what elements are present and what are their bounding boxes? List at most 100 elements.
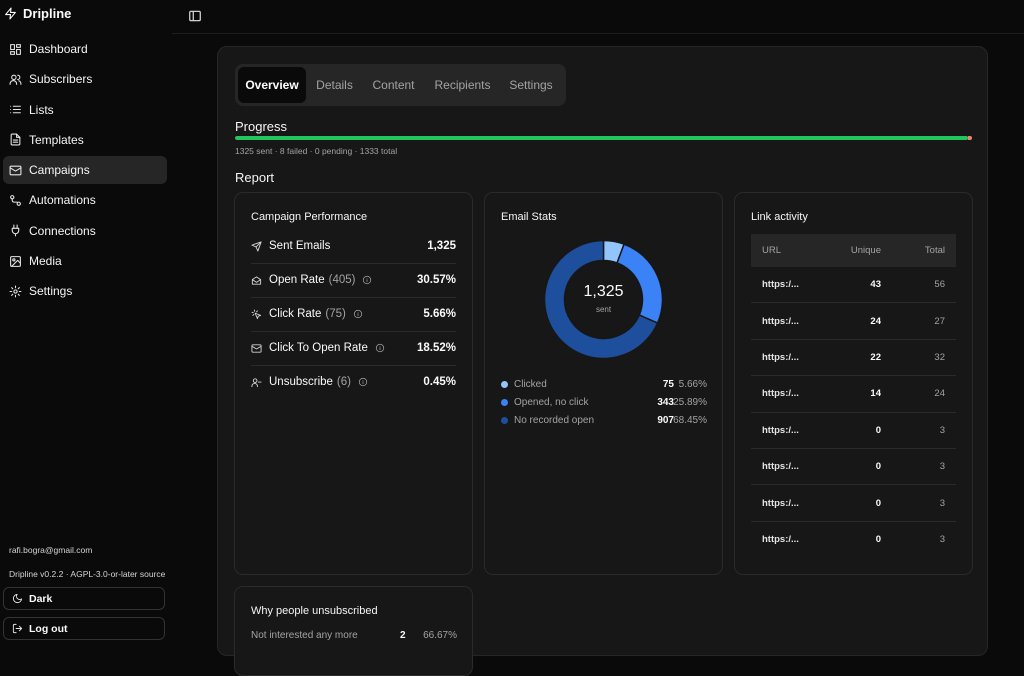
link-url[interactable]: https:/... [762, 388, 799, 400]
theme-toggle-button[interactable]: Dark [3, 587, 165, 610]
link-url[interactable]: https:/... [762, 351, 799, 363]
legend-count: 343 [657, 396, 674, 408]
sidebar-item-templates[interactable]: Templates [3, 126, 167, 154]
metric-row-click-rate: Click Rate (75) 5.66% [251, 297, 456, 332]
list-icon [9, 103, 22, 116]
progress-summary: 1325 sent · 8 failed · 0 pending · 1333 … [235, 146, 398, 156]
metric-row-click-to-open: Click To Open Rate 18.52% [251, 331, 456, 366]
table-row: https:/... 0 3 [751, 522, 956, 558]
info-icon[interactable] [358, 377, 368, 387]
sidebar-item-label: Dashboard [29, 42, 88, 56]
email-stats-donut-chart [544, 240, 663, 359]
link-activity-card: Link activity URL Unique Total https:/..… [734, 192, 973, 575]
progress-bar [235, 136, 972, 140]
campaign-panel: Overview Details Content Recipients Sett… [217, 46, 988, 676]
logout-icon [12, 623, 23, 634]
image-icon [9, 255, 22, 268]
reason-row: Not interested any more 2 66.67% [251, 630, 457, 641]
sidebar-item-label: Settings [29, 284, 73, 299]
legend-label: Opened, no click [514, 396, 589, 408]
campaign-performance-card: Campaign Performance Sent Emails 1,325 O… [234, 192, 473, 575]
sidebar-item-media[interactable]: Media [3, 247, 167, 275]
metric-value: 0.45% [423, 376, 456, 388]
sidebar-item-lists[interactable]: Lists [3, 96, 167, 124]
legend-row-opened-no-click: Opened, no click 343 25.89% [501, 393, 707, 411]
sidebar-item-automations[interactable]: Automations [3, 186, 167, 214]
link-url[interactable]: https:/... [762, 315, 799, 327]
metric-row-unsubscribe: Unsubscribe (6) 0.45% [251, 365, 456, 399]
card-title: Why people unsubscribed [251, 605, 378, 617]
tab-recipients[interactable]: Recipients [434, 78, 491, 92]
tab-overview[interactable]: Overview [238, 67, 306, 103]
column-header-unique: Unique [850, 245, 881, 256]
link-url[interactable]: https:/... [762, 534, 799, 546]
metric-count: (75) [325, 308, 346, 320]
link-total: 3 [939, 461, 945, 473]
link-url[interactable]: https:/... [762, 461, 799, 473]
table-row: https:/... 14 24 [751, 376, 956, 413]
link-total: 3 [939, 497, 945, 509]
sidebar-item-settings[interactable]: Settings [3, 277, 167, 305]
legend-swatch [501, 416, 508, 424]
table-row: https:/... 0 3 [751, 485, 956, 522]
version-info[interactable]: Dripline v0.2.2 · AGPL-3.0-or-later sour… [9, 569, 166, 579]
card-title: Campaign Performance [251, 211, 368, 223]
sidebar-item-connections[interactable]: Connections [3, 217, 167, 245]
user-minus-icon [251, 377, 262, 388]
tab-settings[interactable]: Settings [509, 78, 553, 92]
link-unique: 0 [875, 461, 881, 473]
link-url[interactable]: https:/... [762, 497, 799, 509]
sidebar-toggle-button[interactable] [188, 9, 202, 23]
gear-icon [9, 285, 22, 298]
tab-details[interactable]: Details [316, 78, 353, 92]
table-row: https:/... 22 32 [751, 340, 956, 377]
sidebar-item-dashboard[interactable]: Dashboard [3, 35, 167, 63]
users-icon [9, 73, 22, 86]
link-url[interactable]: https:/... [762, 279, 799, 291]
donut-segment-no-recorded-open [544, 240, 659, 359]
moon-icon [12, 593, 23, 604]
progress-sent-fill [235, 136, 968, 140]
link-unique: 24 [870, 315, 881, 327]
table-row: https:/... 24 27 [751, 303, 956, 340]
legend-percent: 68.45% [673, 414, 707, 426]
pointer-click-icon [251, 309, 262, 320]
link-total: 3 [939, 424, 945, 436]
reason-count: 2 [400, 630, 406, 641]
link-url[interactable]: https:/... [762, 424, 799, 436]
brand[interactable]: Dripline [4, 6, 71, 21]
info-icon[interactable] [353, 309, 363, 319]
table-row: https:/... 0 3 [751, 413, 956, 449]
sidebar-item-label: Subscribers [29, 72, 93, 87]
file-text-icon [9, 133, 22, 146]
sidebar-item-campaigns[interactable]: Campaigns [3, 156, 167, 185]
card-title: Link activity [751, 211, 808, 223]
top-bar [172, 0, 1024, 34]
metric-row-open-rate: Open Rate (405) 30.57% [251, 263, 456, 298]
table-header: URL Unique Total [751, 234, 956, 267]
legend-percent: 25.89% [673, 396, 707, 408]
link-total: 27 [934, 315, 945, 327]
campaign-tabs: Overview Details Content Recipients Sett… [235, 64, 566, 106]
sidebar-item-subscribers[interactable]: Subscribers [3, 65, 167, 93]
reason-label: Not interested any more [251, 630, 358, 641]
progress-title: Progress [235, 119, 288, 134]
card-title: Email Stats [501, 211, 557, 223]
logout-label: Log out [29, 622, 68, 635]
metric-label: Open Rate [269, 274, 325, 286]
plug-icon [9, 224, 22, 237]
tab-content[interactable]: Content [372, 78, 415, 92]
info-icon[interactable] [375, 343, 385, 353]
legend-row-clicked: Clicked 75 5.66% [501, 375, 707, 393]
send-icon [251, 240, 262, 252]
logout-button[interactable]: Log out [3, 617, 165, 640]
sidebar-item-label: Campaigns [29, 163, 90, 178]
info-icon[interactable] [362, 275, 372, 285]
table-row: https:/... 43 56 [751, 267, 956, 304]
metric-label: Unsubscribe [269, 376, 333, 388]
legend-label: No recorded open [514, 414, 595, 426]
legend-swatch [501, 380, 508, 388]
report-title: Report [235, 170, 275, 185]
legend-swatch [501, 398, 508, 406]
theme-label: Dark [29, 592, 53, 605]
